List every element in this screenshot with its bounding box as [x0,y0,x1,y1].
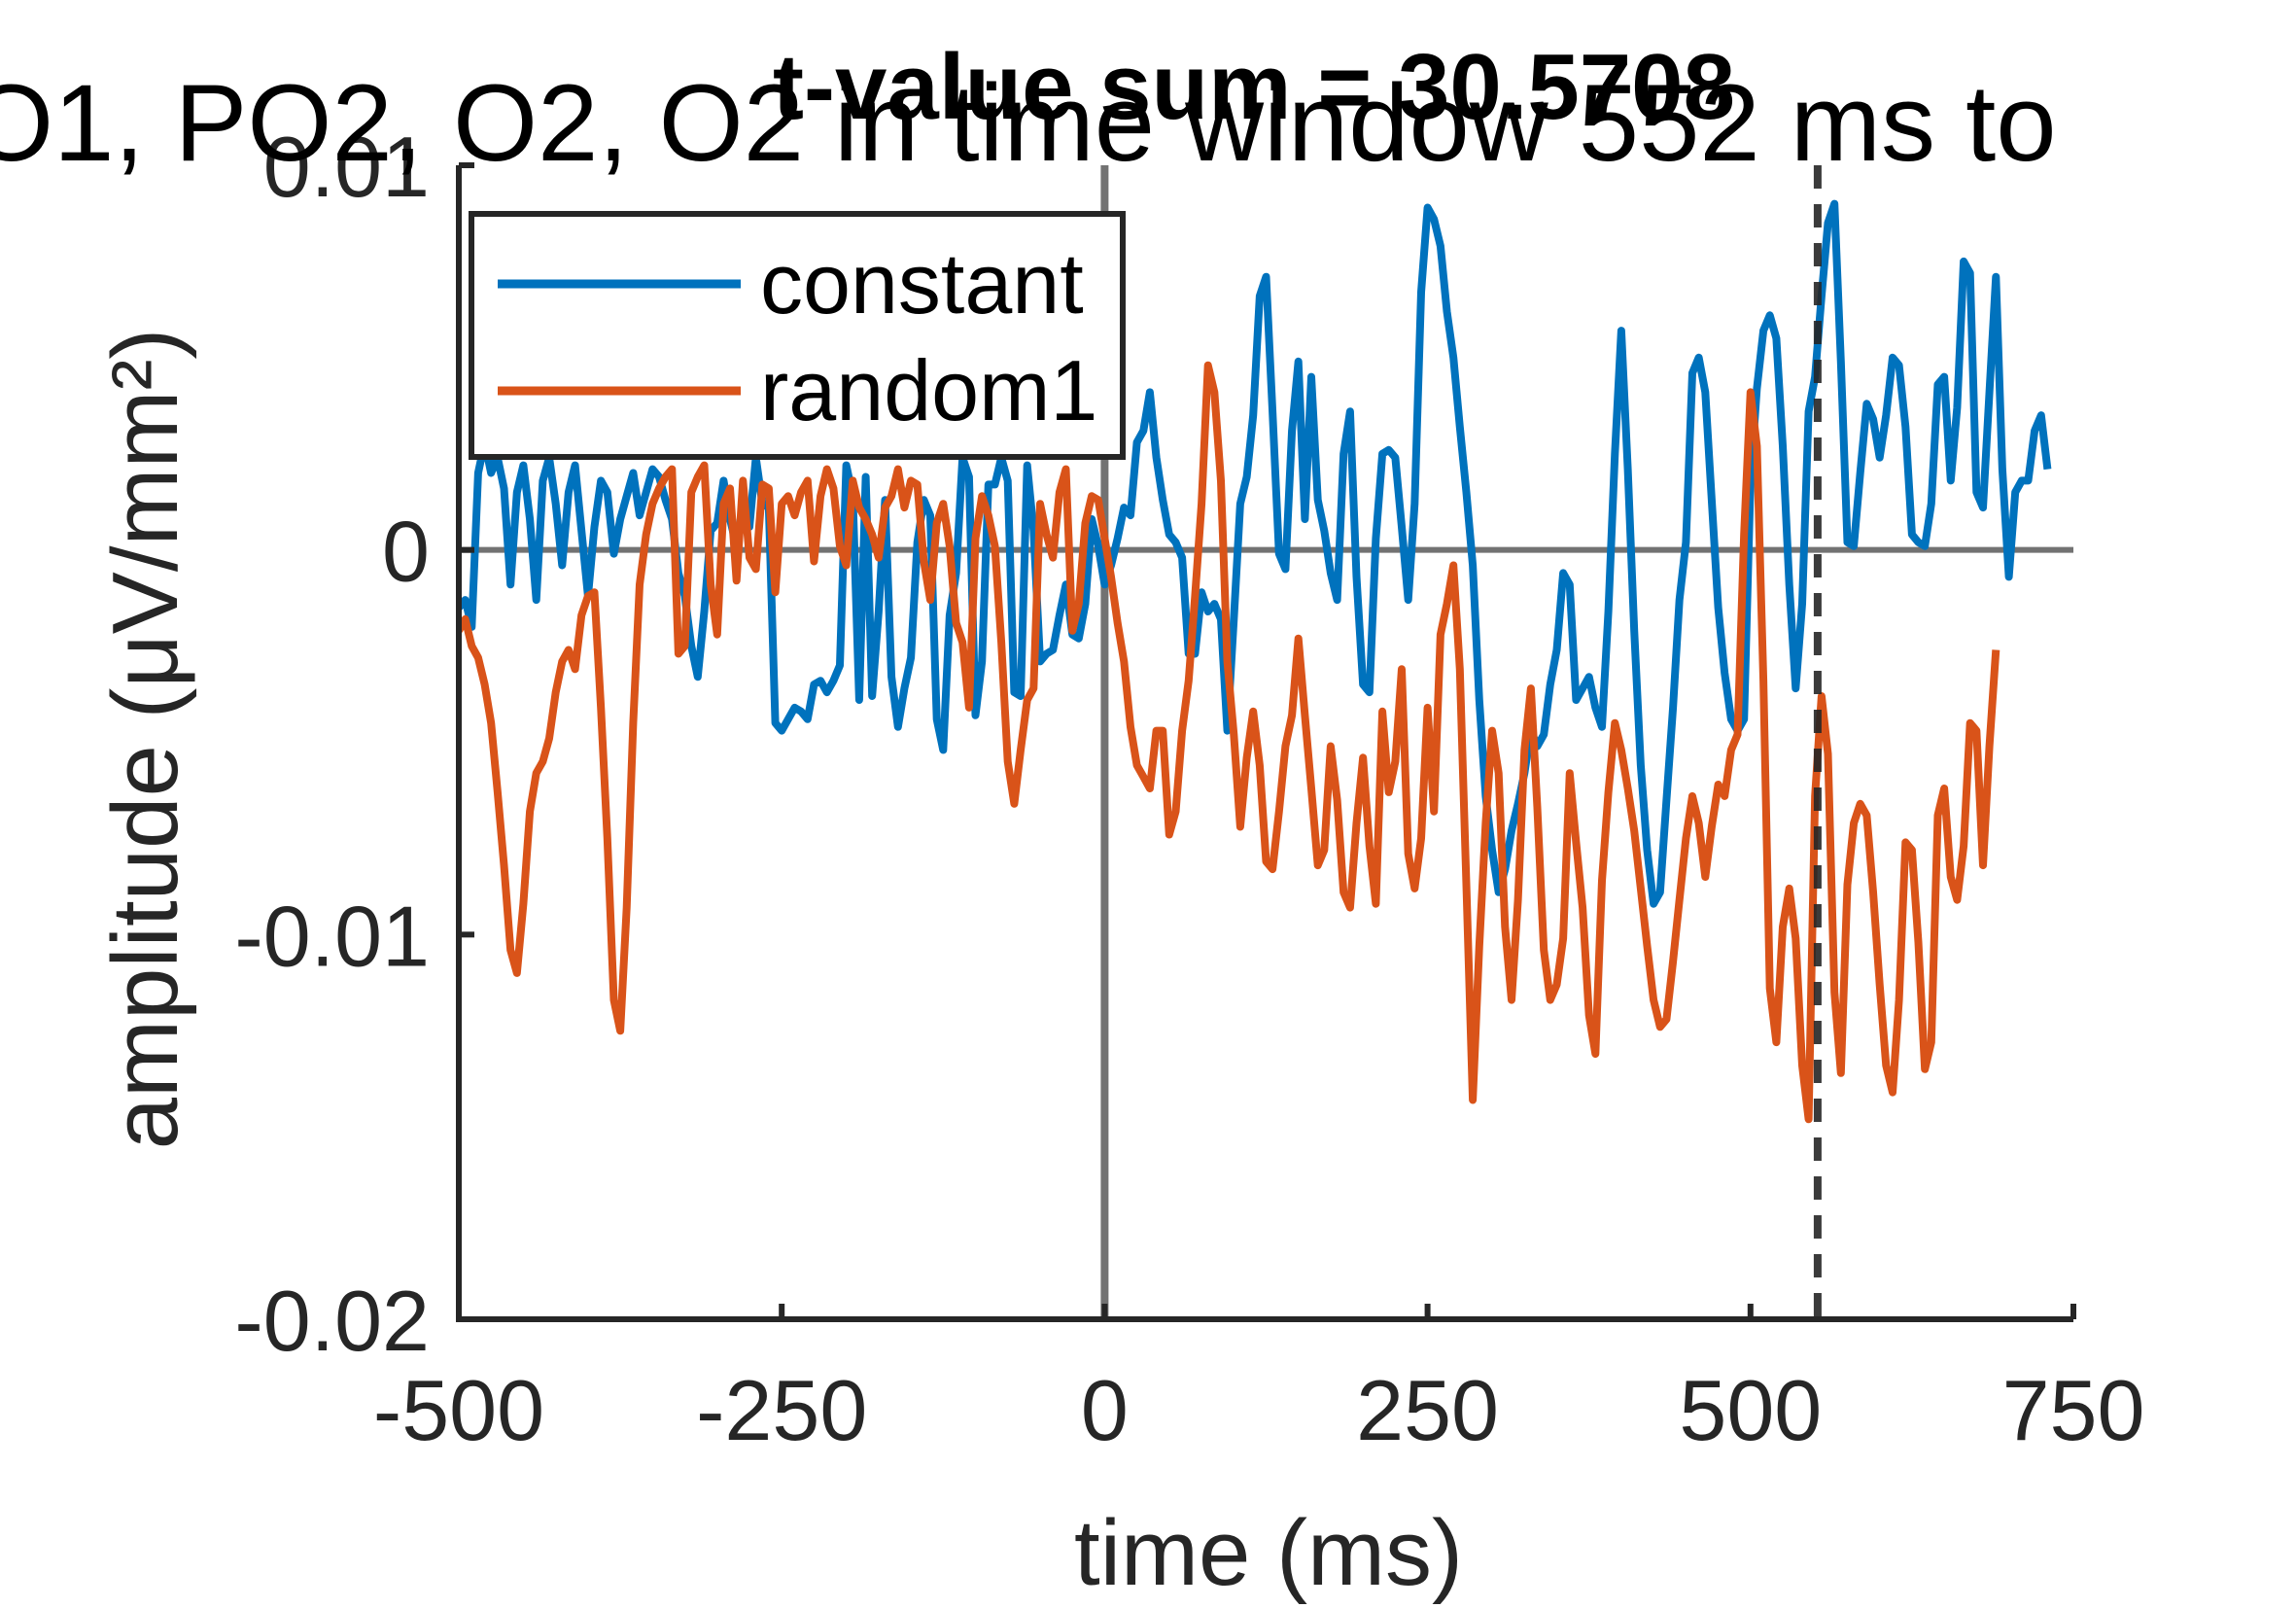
x-tick-label: 500 [1679,1362,1822,1458]
legend: constant random1 [469,211,1126,460]
x-axis-label: time (ms) [1074,1501,1463,1605]
series-line-constant [459,199,2052,908]
legend-label-random1: random1 [760,342,1097,438]
x-ticks: -500 -250 0 250 500 750 [373,1304,2144,1458]
x-tick-label: 0 [1081,1362,1129,1458]
y-ticks: -0.02 -0.01 0 0.01 [234,119,474,1369]
y-tick-label: 0 [382,504,430,600]
x-tick-label: -500 [373,1362,544,1458]
y-tick-label: 0.01 [263,119,430,215]
y-tick-label: -0.01 [234,888,430,984]
x-tick-label: 750 [2002,1362,2145,1458]
x-tick-label: -250 [696,1362,867,1458]
y-tick-label: -0.02 [234,1273,430,1369]
chart-subtitle: t-value sum = 30.5708 [773,35,1735,139]
legend-label-constant: constant [760,235,1084,332]
y-axis-label: amplitude (μV/mm²) [93,329,197,1150]
legend-box [469,211,1126,460]
chart-title: O1, PO2, O2, O2 in time window 552 ms to [0,62,2057,184]
series-line-random1 [459,361,2000,1124]
x-tick-label: 250 [1356,1362,1499,1458]
